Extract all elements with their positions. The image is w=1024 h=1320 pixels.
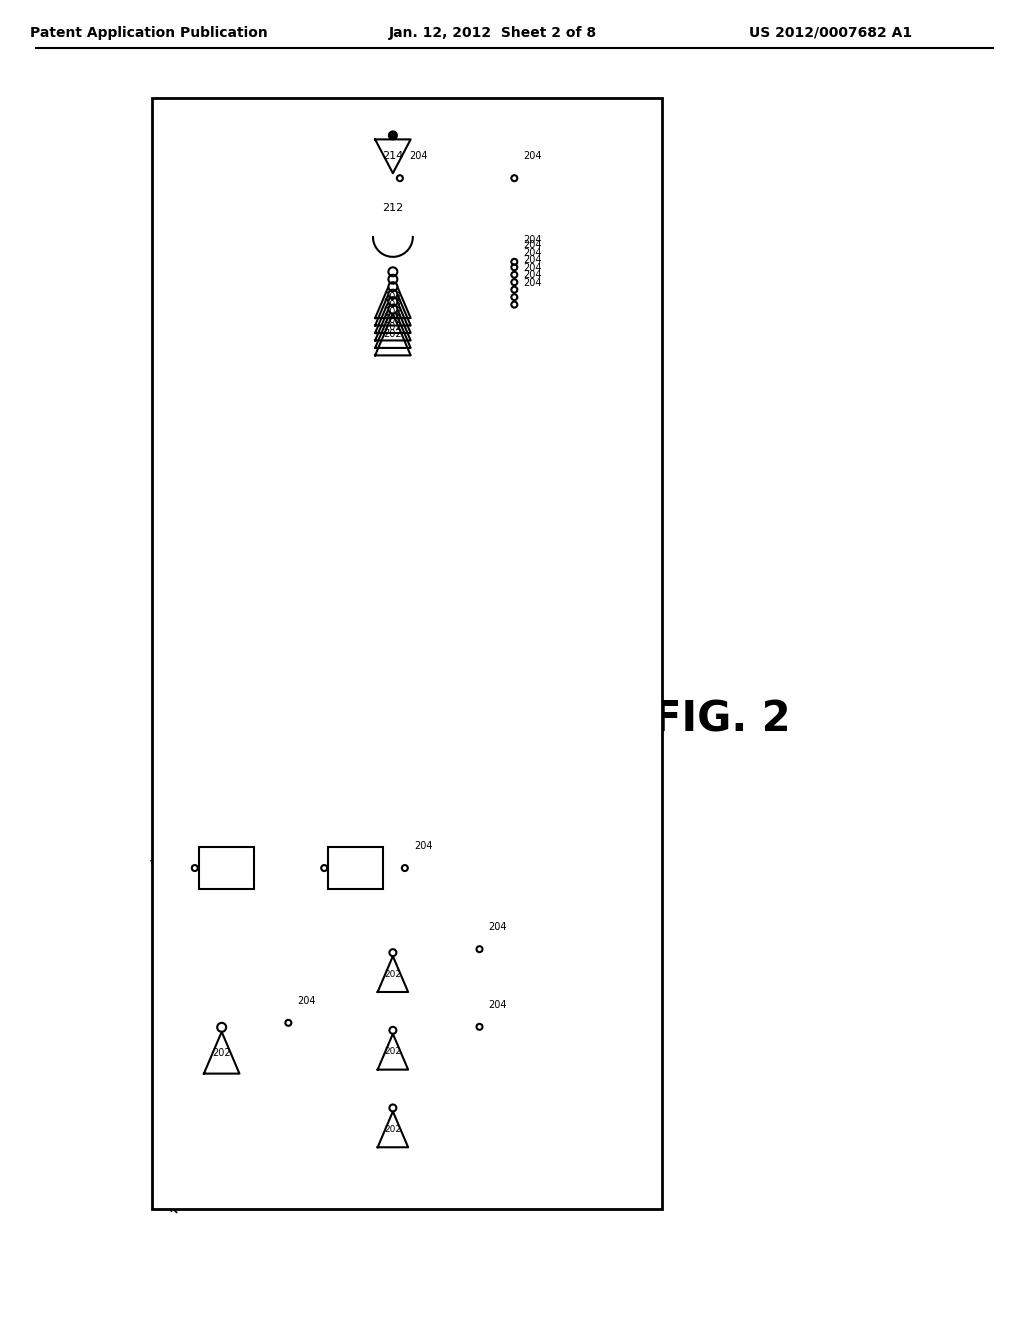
- Polygon shape: [378, 956, 409, 993]
- Polygon shape: [375, 298, 411, 341]
- Text: 208: 208: [309, 1133, 330, 1143]
- Text: 110: 110: [171, 1189, 195, 1203]
- Circle shape: [511, 272, 517, 277]
- Polygon shape: [375, 284, 411, 326]
- Polygon shape: [204, 1032, 240, 1073]
- Text: 202: 202: [384, 314, 402, 325]
- Text: 204: 204: [523, 240, 542, 251]
- Polygon shape: [375, 276, 411, 318]
- Text: 202: 202: [384, 330, 402, 339]
- Text: 204: 204: [523, 235, 542, 246]
- Polygon shape: [373, 189, 413, 257]
- Text: 202: 202: [212, 1048, 231, 1057]
- Text: Vosc: Vosc: [398, 96, 427, 110]
- Circle shape: [476, 946, 482, 952]
- Circle shape: [397, 176, 402, 181]
- Text: 204: 204: [414, 841, 432, 851]
- Text: 202: 202: [384, 308, 402, 317]
- Text: 204: 204: [409, 152, 427, 161]
- Text: 206: 206: [216, 863, 237, 873]
- Text: 202: 202: [384, 300, 402, 310]
- Polygon shape: [375, 292, 411, 333]
- Circle shape: [389, 1105, 396, 1111]
- Text: 204: 204: [402, 845, 421, 855]
- Circle shape: [217, 1023, 226, 1032]
- Circle shape: [511, 302, 517, 308]
- Circle shape: [286, 1020, 292, 1026]
- Text: US 2012/0007682 A1: US 2012/0007682 A1: [750, 26, 912, 40]
- Text: 204: 204: [488, 999, 507, 1010]
- Text: Vctrl 1B: Vctrl 1B: [258, 832, 300, 842]
- Circle shape: [511, 259, 517, 265]
- Text: 204: 204: [523, 152, 542, 161]
- Polygon shape: [378, 1111, 409, 1147]
- Polygon shape: [375, 306, 411, 348]
- Text: 202: 202: [384, 322, 402, 333]
- Circle shape: [388, 267, 397, 276]
- Circle shape: [388, 282, 397, 292]
- Text: 202: 202: [384, 1047, 401, 1056]
- Polygon shape: [378, 1034, 409, 1069]
- Circle shape: [191, 865, 198, 871]
- Circle shape: [388, 305, 397, 314]
- Text: Jan. 12, 2012  Sheet 2 of 8: Jan. 12, 2012 Sheet 2 of 8: [388, 26, 597, 40]
- Circle shape: [511, 280, 517, 285]
- Text: 202: 202: [384, 1125, 401, 1134]
- Text: 204: 204: [297, 995, 315, 1006]
- Text: 202: 202: [384, 970, 401, 978]
- Bar: [152, 98, 662, 1209]
- Circle shape: [388, 275, 397, 284]
- Circle shape: [389, 949, 396, 956]
- Circle shape: [511, 294, 517, 300]
- Text: 214: 214: [382, 152, 403, 161]
- Text: Vctrl 1: Vctrl 1: [151, 861, 186, 870]
- Text: 212: 212: [382, 203, 403, 213]
- Circle shape: [389, 132, 397, 140]
- Circle shape: [322, 865, 328, 871]
- Text: 204: 204: [488, 923, 507, 932]
- Circle shape: [388, 297, 397, 306]
- Text: 202: 202: [384, 292, 402, 302]
- Text: 204: 204: [523, 263, 542, 273]
- Text: 210: 210: [345, 863, 367, 873]
- Text: FIG. 2: FIG. 2: [652, 698, 791, 741]
- Circle shape: [401, 865, 408, 871]
- Text: 204: 204: [523, 248, 542, 257]
- Text: Vctrl 2B: Vctrl 2B: [388, 896, 429, 907]
- Bar: [199, 847, 254, 888]
- Circle shape: [389, 1027, 396, 1034]
- Text: 204: 204: [523, 255, 542, 265]
- Polygon shape: [375, 314, 411, 355]
- Polygon shape: [375, 140, 411, 173]
- Text: 204: 204: [523, 277, 542, 288]
- Circle shape: [511, 264, 517, 271]
- Circle shape: [476, 1024, 482, 1030]
- Text: Vctrl 2: Vctrl 2: [293, 829, 328, 840]
- Text: 204: 204: [523, 271, 542, 280]
- Circle shape: [388, 289, 397, 298]
- Text: Patent Application Publication: Patent Application Publication: [30, 26, 268, 40]
- Circle shape: [511, 176, 517, 181]
- Bar: [328, 847, 383, 888]
- Circle shape: [511, 286, 517, 293]
- Text: OSC
ENABLE: OSC ENABLE: [157, 194, 201, 216]
